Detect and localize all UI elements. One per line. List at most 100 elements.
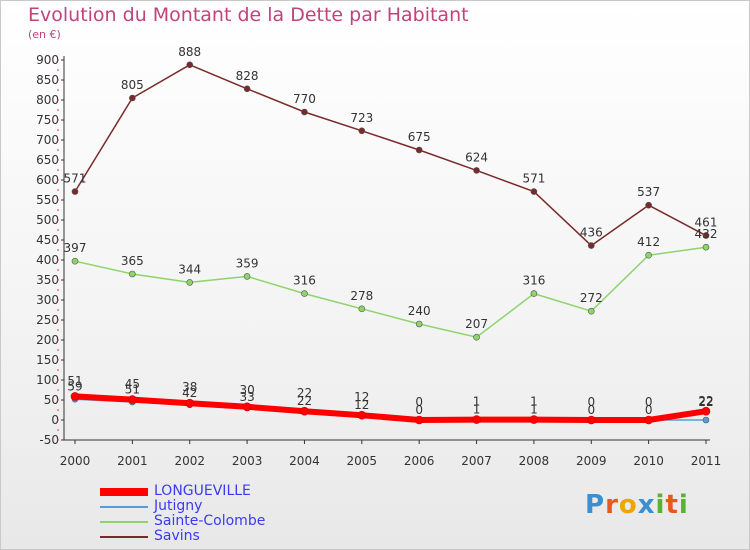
data-label: 1 bbox=[473, 395, 481, 409]
chart-title: Evolution du Montant de la Dette par Hab… bbox=[28, 4, 469, 26]
data-label: 42 bbox=[182, 386, 197, 400]
data-point bbox=[301, 108, 308, 116]
x-tick-label: 2007 bbox=[461, 454, 492, 468]
data-label: 12 bbox=[354, 390, 369, 404]
data-label: 0 bbox=[645, 403, 653, 417]
y-tick-label: 100 bbox=[36, 373, 59, 387]
data-point bbox=[530, 188, 538, 195]
data-point bbox=[129, 94, 136, 102]
data-point bbox=[645, 201, 652, 209]
data-label: 22 bbox=[297, 394, 312, 408]
series-line bbox=[74, 64, 707, 247]
y-tick-label: 150 bbox=[36, 353, 59, 367]
x-tick-label: 2000 bbox=[60, 454, 91, 468]
y-tick-label: -50 bbox=[39, 433, 59, 447]
data-label: 12 bbox=[354, 398, 369, 412]
legend: LONGUEVILLE Jutigny Sainte-Colombe Savins bbox=[100, 483, 320, 544]
data-label: 888 bbox=[178, 45, 201, 59]
y-tick-label: 550 bbox=[36, 193, 59, 207]
data-label: 33 bbox=[239, 390, 254, 404]
legend-label: Savins bbox=[154, 528, 200, 544]
logo-letter: t bbox=[665, 490, 679, 520]
legend-item: Jutigny bbox=[100, 498, 320, 514]
data-label: 365 bbox=[121, 254, 144, 268]
legend-label: LONGUEVILLE bbox=[154, 483, 251, 499]
logo-letter: x bbox=[637, 490, 656, 520]
legend-swatch bbox=[100, 488, 148, 496]
data-point bbox=[645, 251, 652, 259]
data-label: 316 bbox=[293, 274, 316, 288]
data-label: 461 bbox=[695, 216, 718, 230]
data-point bbox=[587, 307, 595, 315]
data-label: 359 bbox=[236, 256, 259, 270]
data-point bbox=[358, 305, 366, 313]
legend-label: Sainte-Colombe bbox=[154, 513, 266, 529]
data-label: 0 bbox=[587, 395, 595, 409]
data-point bbox=[186, 61, 194, 69]
x-tick-label: 2011 bbox=[691, 454, 722, 468]
data-label: 316 bbox=[522, 274, 545, 288]
data-point bbox=[243, 85, 251, 93]
data-label: 240 bbox=[408, 304, 431, 318]
data-label: 0 bbox=[415, 403, 423, 417]
data-label: 723 bbox=[350, 111, 373, 125]
legend-swatch bbox=[100, 506, 148, 508]
data-point bbox=[301, 290, 308, 297]
x-tick-label: 2002 bbox=[174, 454, 205, 468]
data-label: 1 bbox=[530, 403, 538, 417]
data-label: 51 bbox=[125, 383, 140, 397]
data-point bbox=[702, 243, 710, 251]
data-label: 397 bbox=[64, 241, 87, 255]
data-label: 432 bbox=[695, 227, 718, 241]
data-point bbox=[415, 146, 423, 154]
data-label: 45 bbox=[125, 377, 140, 391]
data-label: 571 bbox=[522, 172, 545, 186]
legend-swatch bbox=[100, 521, 148, 523]
data-label: 624 bbox=[465, 150, 488, 164]
x-tick-label: 2003 bbox=[232, 454, 263, 468]
y-tick-label: 200 bbox=[36, 333, 59, 347]
data-label: 51 bbox=[67, 374, 82, 388]
data-point bbox=[185, 398, 195, 408]
data-point bbox=[186, 279, 194, 286]
data-label: 30 bbox=[239, 383, 254, 397]
x-tick-label: 2008 bbox=[519, 454, 550, 468]
data-point bbox=[530, 290, 538, 297]
x-tick-label: 2001 bbox=[117, 454, 148, 468]
logo-letter: i bbox=[678, 490, 689, 520]
data-point bbox=[702, 416, 710, 424]
data-point bbox=[701, 406, 711, 416]
legend-item: Sainte-Colombe bbox=[100, 513, 320, 529]
y-tick-label: 350 bbox=[36, 273, 59, 287]
series-line bbox=[74, 246, 707, 338]
data-label: 1 bbox=[530, 395, 538, 409]
data-label: 770 bbox=[293, 92, 316, 106]
y-tick-label: 800 bbox=[36, 93, 59, 107]
legend-item: Savins bbox=[100, 528, 320, 544]
data-label: 1 bbox=[473, 403, 481, 417]
data-point bbox=[300, 406, 309, 416]
legend-item: LONGUEVILLE bbox=[100, 483, 320, 499]
data-label: 278 bbox=[350, 289, 373, 303]
data-point bbox=[71, 257, 79, 265]
data-point bbox=[414, 415, 424, 425]
y-tick-label: 300 bbox=[36, 293, 59, 307]
data-point bbox=[586, 415, 596, 425]
legend-label: Jutigny bbox=[154, 498, 203, 514]
data-label: 805 bbox=[121, 78, 144, 92]
data-label: 571 bbox=[64, 172, 87, 186]
logo-letter: o bbox=[618, 490, 638, 520]
data-point bbox=[415, 320, 423, 328]
data-label: 59 bbox=[67, 379, 82, 393]
logo-letter: i bbox=[655, 490, 666, 520]
data-point bbox=[242, 402, 252, 412]
data-label: 272 bbox=[580, 291, 603, 305]
data-label: 0 bbox=[415, 395, 423, 409]
y-tick-label: 650 bbox=[36, 153, 59, 167]
data-label: 0 bbox=[645, 395, 653, 409]
data-point bbox=[128, 395, 137, 404]
data-label: 828 bbox=[236, 69, 259, 83]
data-point bbox=[71, 188, 79, 195]
